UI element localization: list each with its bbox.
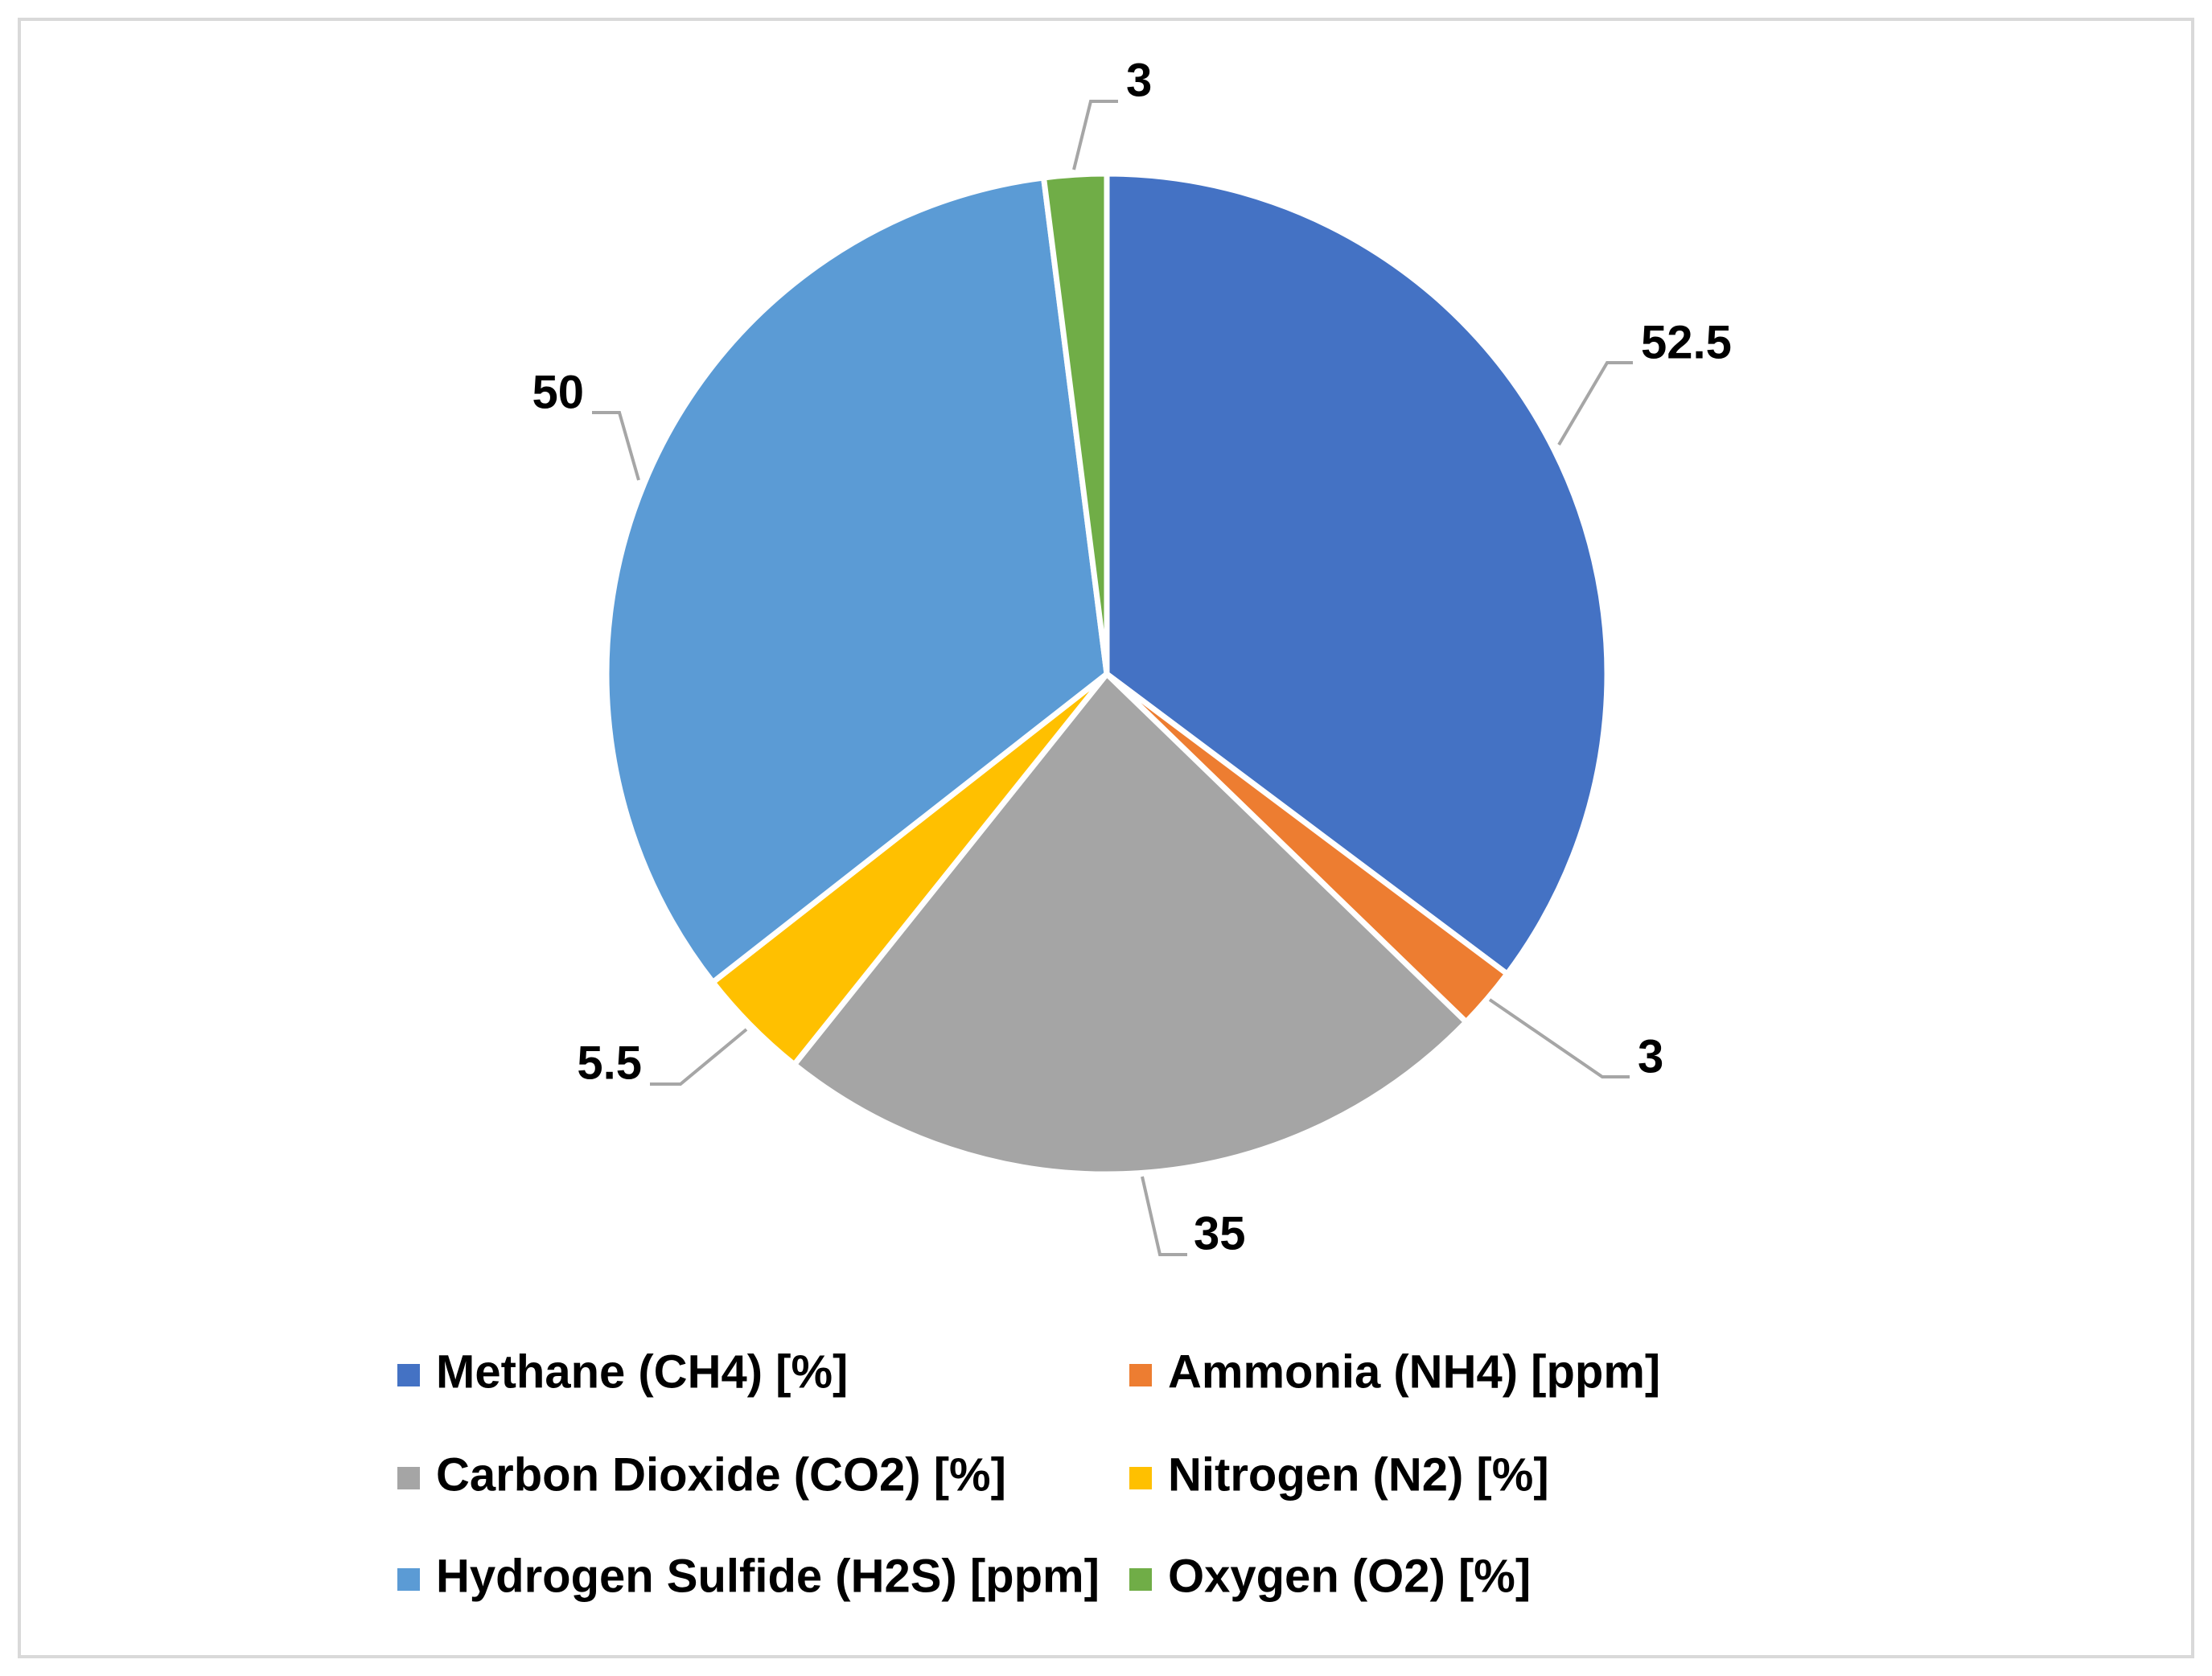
data-label-6: 3 bbox=[1126, 54, 1152, 106]
legend-label-2: Ammonia (NH4) [ppm] bbox=[1168, 1345, 1660, 1398]
data-label-1: 52.5 bbox=[1641, 316, 1732, 368]
data-labels: 52.5 3 35 5.5 50 3 bbox=[532, 54, 1731, 1259]
legend-swatch-6 bbox=[1129, 1568, 1152, 1591]
data-label-3: 35 bbox=[1194, 1207, 1246, 1259]
legend-label-4: Nitrogen (N2) [%] bbox=[1168, 1448, 1549, 1501]
pie-slice-5 bbox=[603, 175, 1110, 985]
leader-line-1 bbox=[1557, 361, 1633, 446]
data-label-2: 3 bbox=[1638, 1030, 1663, 1082]
legend-swatch-2 bbox=[1129, 1364, 1152, 1386]
pie-slice-6 bbox=[1041, 170, 1110, 677]
legend: Methane (CH4) [%] Ammonia (NH4) [ppm] Carb… bbox=[397, 1345, 1660, 1602]
leader-lines bbox=[592, 100, 1633, 1256]
leader-line-6 bbox=[1072, 100, 1118, 170]
pie-slices bbox=[603, 170, 1610, 1177]
legend-swatch-5 bbox=[397, 1568, 420, 1591]
legend-swatch-3 bbox=[397, 1467, 420, 1489]
pie-slice-3 bbox=[791, 671, 1470, 1177]
data-label-4: 5.5 bbox=[577, 1037, 642, 1089]
data-label-5: 50 bbox=[532, 366, 584, 418]
leader-line-4 bbox=[650, 1028, 748, 1086]
leader-line-3 bbox=[1141, 1176, 1187, 1256]
leader-line-5 bbox=[592, 411, 640, 481]
legend-swatch-4 bbox=[1129, 1467, 1152, 1489]
pie-slice-1 bbox=[1104, 170, 1610, 977]
legend-label-5: Hydrogen Sulfide (H2S) [ppm] bbox=[436, 1550, 1100, 1602]
legend-label-3: Carbon Dioxide (CO2) [%] bbox=[436, 1448, 1006, 1501]
leader-line-2 bbox=[1488, 998, 1630, 1078]
legend-label-1: Methane (CH4) [%] bbox=[436, 1345, 848, 1398]
legend-swatch-1 bbox=[397, 1364, 420, 1386]
legend-label-6: Oxygen (O2) [%] bbox=[1168, 1550, 1531, 1602]
